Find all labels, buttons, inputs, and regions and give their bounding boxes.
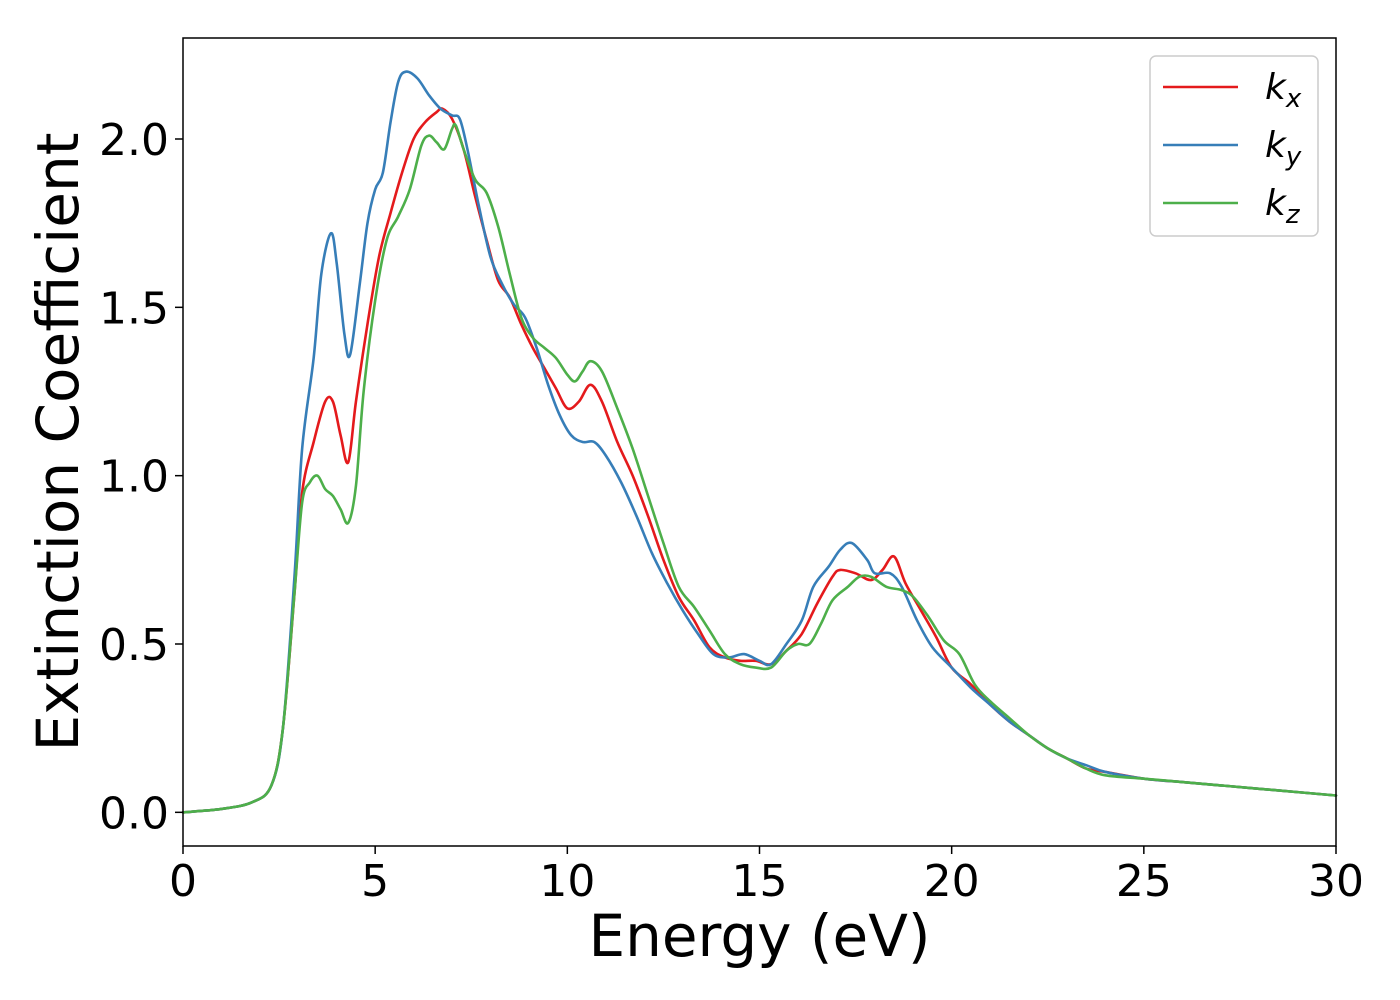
y-tick-label: 1.5: [99, 283, 169, 334]
series-line-k-z: [181, 122, 1338, 814]
y-tick-label: 0.5: [99, 620, 169, 671]
legend-label-k-z: kz: [1265, 183, 1301, 230]
y-tick-label: 2.0: [99, 115, 169, 166]
legend-label-k-x: kx: [1265, 67, 1302, 114]
series-line-k-y: [181, 70, 1338, 814]
x-tick-label: 10: [539, 856, 595, 907]
legend-items: kx ky kz: [1163, 67, 1302, 230]
x-tick-label: 20: [924, 856, 980, 907]
y-axis-ticks: 0.0 0.5 1.0 1.5 2.0: [99, 115, 183, 839]
x-tick-label: 0: [169, 856, 197, 907]
series-layer: [181, 70, 1338, 814]
x-tick-label: 5: [361, 856, 389, 907]
y-tick-label: 0.0: [99, 788, 169, 839]
x-tick-label: 25: [1116, 856, 1172, 907]
x-axis-ticks: 0 5 10 15 20 25 30: [169, 846, 1364, 907]
legend: kx ky kz: [1149, 55, 1319, 237]
y-axis-title: Extinction Coefficient: [24, 133, 92, 752]
x-tick-label: 15: [732, 856, 788, 907]
y-tick-label: 1.0: [99, 452, 169, 503]
x-axis-title: Energy (eV): [588, 902, 930, 970]
legend-label-k-y: ky: [1265, 125, 1302, 172]
x-tick-label: 30: [1308, 856, 1364, 907]
